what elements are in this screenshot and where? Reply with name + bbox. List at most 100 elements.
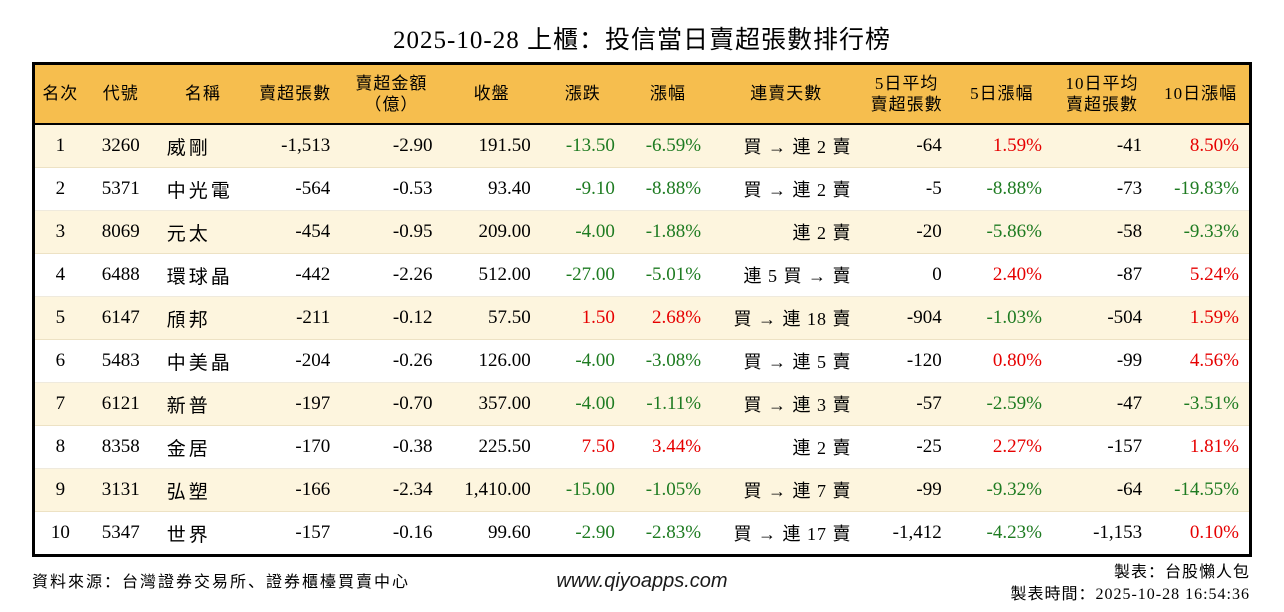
cell-pct: 3.44% xyxy=(624,425,712,469)
table-body: 1 3260 威剛 -1,513 -2.90 191.50 -13.50 -6.59% 買 → … xyxy=(33,124,1251,556)
cell-pct5: 1.59% xyxy=(951,124,1052,168)
cell-pct10: 1.81% xyxy=(1152,425,1251,469)
table-row: 9 3131 弘塑 -166 -2.34 1,410.00 -15.00 -1.05% 買 → … xyxy=(33,468,1251,512)
cell-net_sell: -211 xyxy=(250,296,341,340)
credit-block: 製表：台股懶人包 製表時間：2025-10-28 16:54:36 xyxy=(1010,562,1250,606)
cell-pct: -2.83% xyxy=(645,522,702,543)
cell-avg10: -504 xyxy=(1051,296,1153,340)
cell-avg5: 0 xyxy=(861,253,952,297)
cell-pct: -5.01% xyxy=(624,253,712,297)
cell-streak: 連 2 賣 xyxy=(711,210,862,254)
cell-net_sell: -170 xyxy=(250,425,341,469)
cell-amount: -0.12 xyxy=(340,296,443,340)
cell-amount: -0.70 xyxy=(340,382,443,426)
cell-rank: 1 xyxy=(33,124,86,168)
cell-close: 93.40 xyxy=(442,167,541,211)
cell-rank: 3 xyxy=(33,210,86,254)
cell-change: -13.50 xyxy=(540,124,625,168)
table-row: 4 6488 環球晶 -442 -2.26 512.00 -27.00 -5.01% 連 5 買… xyxy=(33,253,1251,297)
cell-pct10: 5.24% xyxy=(1152,253,1251,297)
cell-pct: -3.08% xyxy=(624,339,712,383)
cell-rank: 6 xyxy=(33,339,86,383)
column-header-avg10: 10日平均 賣超張數 xyxy=(1051,63,1153,125)
cell-rank: 4 xyxy=(33,253,86,297)
cell-change: 1.50 xyxy=(540,296,625,340)
cell-streak: 連 2 賣 xyxy=(711,425,862,469)
column-header-close: 收盤 xyxy=(442,63,541,125)
cell-avg5: -64 xyxy=(861,124,952,168)
cell-pct10: -14.55% xyxy=(1152,468,1251,512)
cell-code: 5483 xyxy=(85,339,156,383)
cell-code: 3260 xyxy=(85,124,156,168)
cell-amount: -0.53 xyxy=(340,167,443,211)
cell-name: 元太 xyxy=(155,210,251,254)
cell-streak: 買 → 連 3 賣 xyxy=(711,382,862,426)
cell-amount: -0.95 xyxy=(340,210,443,254)
cell-net_sell: -204 xyxy=(250,339,341,383)
cell-amount: -0.16 xyxy=(392,522,433,543)
cell-amount: -2.90 xyxy=(340,124,443,168)
cell-amount: -0.38 xyxy=(340,425,443,469)
made-time-text: 製表時間：2025-10-28 16:54:36 xyxy=(1010,586,1250,603)
cell-pct10: 0.10% xyxy=(1189,522,1239,543)
ranking-table: 名次 代號 名稱 賣超張數 賣超金額 （億） 收盤 漲跌 漲幅 連賣天數 5日平均 賣超張數 5日漲… xyxy=(32,62,1252,557)
cell-close: 99.60 xyxy=(487,522,531,543)
cell-streak: 買 → 連 5 賣 xyxy=(711,339,862,383)
column-header-streak: 連賣天數 xyxy=(711,63,862,125)
cell-pct: -1.11% xyxy=(624,382,712,426)
table-row: 7 6121 新普 -197 -0.70 357.00 -4.00 -1.11% 買 → 連 3… xyxy=(33,382,1251,426)
cell-close: 512.00 xyxy=(442,253,541,297)
column-header-net_sell: 賣超張數 xyxy=(250,63,341,125)
cell-name: 金居 xyxy=(155,425,251,469)
cell-pct5: -2.59% xyxy=(951,382,1052,426)
cell-avg5: -5 xyxy=(861,167,952,211)
cell-change: -27.00 xyxy=(540,253,625,297)
cell-amount: -2.34 xyxy=(340,468,443,512)
cell-pct10: 4.56% xyxy=(1152,339,1251,383)
cell-avg10: -41 xyxy=(1051,124,1153,168)
cell-net_sell: -442 xyxy=(250,253,341,297)
cell-pct5: -1.03% xyxy=(951,296,1052,340)
ranking-table-container: 名次 代號 名稱 賣超張數 賣超金額 （億） 收盤 漲跌 漲幅 連賣天數 5日平均 賣超張數 5日漲… xyxy=(32,62,1252,557)
cell-name: 中美晶 xyxy=(155,339,251,383)
table-row: 8 8358 金居 -170 -0.38 225.50 7.50 3.44% 連 2 賣 -25 2… xyxy=(33,425,1251,469)
cell-change: -4.00 xyxy=(540,210,625,254)
header-row: 名次 代號 名稱 賣超張數 賣超金額 （億） 收盤 漲跌 漲幅 連賣天數 5日平均 賣超張數 5日漲… xyxy=(33,63,1251,125)
cell-avg10: -73 xyxy=(1051,167,1153,211)
cell-streak: 買 → 連 18 賣 xyxy=(711,296,862,340)
cell-pct5: -9.32% xyxy=(951,468,1052,512)
cell-avg5: -57 xyxy=(861,382,952,426)
cell-close: 126.00 xyxy=(442,339,541,383)
cell-avg10: -157 xyxy=(1051,425,1153,469)
cell-avg10: -64 xyxy=(1051,468,1153,512)
table-row: 5 6147 頎邦 -211 -0.12 57.50 1.50 2.68% 買 → 連 18 賣… xyxy=(33,296,1251,340)
column-header-name: 名稱 xyxy=(155,63,251,125)
cell-code: 6147 xyxy=(85,296,156,340)
cell-pct5: 2.27% xyxy=(951,425,1052,469)
cell-code: 3131 xyxy=(85,468,156,512)
column-header-change: 漲跌 xyxy=(540,63,625,125)
page-title: 2025-10-28 上櫃：投信當日賣超張數排行榜 xyxy=(393,27,891,54)
column-header-code: 代號 xyxy=(85,63,156,125)
cell-streak: 連 5 買 → 賣 xyxy=(711,253,862,297)
cell-change: -4.00 xyxy=(540,382,625,426)
cell-code: 6488 xyxy=(85,253,156,297)
cell-close: 225.50 xyxy=(442,425,541,469)
column-header-rank: 名次 xyxy=(33,63,86,125)
cell-name: 環球晶 xyxy=(155,253,251,297)
cell-pct10: -9.33% xyxy=(1152,210,1251,254)
column-header-avg5: 5日平均 賣超張數 xyxy=(861,63,952,125)
cell-amount: -0.26 xyxy=(340,339,443,383)
column-header-pct: 漲幅 xyxy=(624,63,712,125)
cell-rank: 7 xyxy=(33,382,86,426)
cell-code: 5371 xyxy=(85,167,156,211)
cell-avg5: -99 xyxy=(861,468,952,512)
cell-avg10: -1,153 xyxy=(1093,522,1143,543)
cell-pct10: 8.50% xyxy=(1152,124,1251,168)
cell-pct10: -3.51% xyxy=(1152,382,1251,426)
cell-pct5: 2.40% xyxy=(951,253,1052,297)
cell-pct: 2.68% xyxy=(624,296,712,340)
cell-close: 1,410.00 xyxy=(442,468,541,512)
footer: 資料來源：台灣證券交易所、證券櫃檯買賣中心 www.qiyoapps.com 製… xyxy=(0,562,1284,612)
cell-net_sell: -564 xyxy=(250,167,341,211)
